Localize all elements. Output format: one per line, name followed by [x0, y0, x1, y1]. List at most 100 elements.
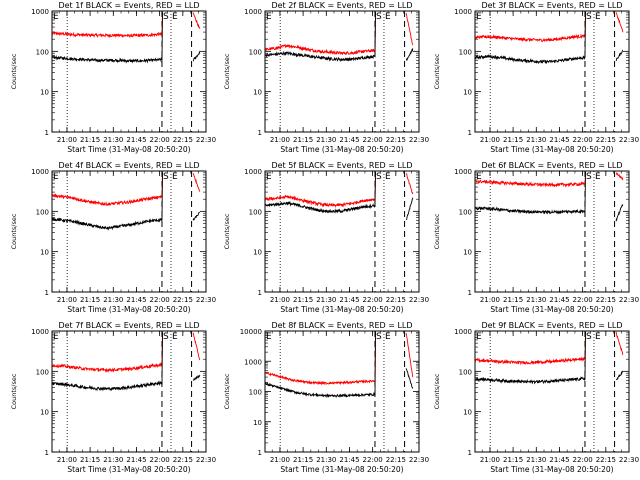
- chart-panel-7: Det 7f BLACK = Events, RED = LLD Counts/s…: [10, 321, 216, 474]
- x-tick-label: 21:15: [503, 456, 523, 464]
- y-tick-label: 100: [459, 208, 472, 216]
- y-axis-label: Counts/sec: [433, 373, 441, 409]
- end-marker: E: [595, 332, 601, 342]
- x-tick-label: 21:30: [526, 296, 546, 304]
- x-tick-label: 22:30: [619, 136, 639, 144]
- start-marker: S: [586, 172, 592, 182]
- y-tick-label: 100: [249, 48, 262, 56]
- y-tick-label: 10: [253, 249, 262, 257]
- series-line-lld: [475, 11, 586, 43]
- y-tick-label: 10: [40, 89, 49, 97]
- series-line-events: [265, 171, 376, 214]
- series-decay-lld: [405, 333, 414, 378]
- y-tick-label: 10000: [240, 328, 262, 336]
- y-tick-label: 1000: [31, 328, 49, 336]
- series-decay-lld: [615, 12, 624, 33]
- y-tick-label: 1000: [244, 168, 262, 176]
- x-tick-label: 22:30: [409, 136, 429, 144]
- series-line-events: [475, 331, 586, 385]
- y-tick-label: 1: [45, 449, 49, 457]
- start-marker: S: [163, 172, 169, 182]
- series-line-events: [475, 171, 586, 215]
- series-line-events: [265, 11, 376, 63]
- x-tick-label: 22:00: [363, 296, 383, 304]
- start-marker: S: [586, 12, 592, 22]
- x-tick-label: 21:45: [549, 456, 569, 464]
- x-tick-label: 22:15: [596, 296, 616, 304]
- x-tick-label: 21:15: [80, 136, 100, 144]
- y-axis-label: Counts/sec: [223, 53, 231, 89]
- y-tick-label: 1: [258, 129, 262, 137]
- corner-marker: E: [53, 172, 59, 182]
- series-line-events: [52, 171, 163, 231]
- x-tick-label: 21:00: [480, 456, 500, 464]
- x-tick-label: 21:45: [339, 456, 359, 464]
- plot-frame: [51, 10, 207, 133]
- x-tick-label: 22:00: [573, 136, 593, 144]
- y-tick-label: 1000: [454, 328, 472, 336]
- series-decay-events: [615, 204, 624, 222]
- series-decay-events: [405, 48, 414, 61]
- y-axis-label: Counts/sec: [10, 373, 18, 409]
- x-tick-label: 21:00: [270, 136, 290, 144]
- chart-title: Det 9f BLACK = Events, RED = LLD: [481, 321, 622, 330]
- y-tick-label: 10: [463, 409, 472, 417]
- x-axis-label: Start Time (31-May-08 20:50:20): [280, 145, 403, 154]
- chart-title: Det 8f BLACK = Events, RED = LLD: [271, 321, 412, 330]
- plot-frame: [474, 170, 630, 293]
- x-tick-label: 21:00: [57, 296, 77, 304]
- chart-panel-8: Det 8f BLACK = Events, RED = LLD Counts/s…: [223, 321, 429, 474]
- plot-frame: [264, 170, 420, 293]
- y-tick-label: 10: [463, 249, 472, 257]
- x-tick-label: 21:15: [293, 136, 313, 144]
- end-marker: E: [172, 12, 178, 22]
- chart-panel-4: Det 4f BLACK = Events, RED = LLD Counts/s…: [10, 161, 216, 314]
- x-axis-label: Start Time (31-May-08 20:50:20): [280, 305, 403, 314]
- y-tick-label: 1: [258, 289, 262, 297]
- x-tick-label: 21:45: [549, 296, 569, 304]
- x-axis-label: Start Time (31-May-08 20:50:20): [67, 305, 190, 314]
- y-axis-label: Counts/sec: [223, 373, 231, 409]
- x-tick-label: 22:15: [386, 456, 406, 464]
- chart-title: Det 1f BLACK = Events, RED = LLD: [58, 1, 199, 10]
- y-tick-label: 100: [459, 368, 472, 376]
- chart-panel-9: Det 9f BLACK = Events, RED = LLD Counts/s…: [433, 321, 639, 474]
- x-tick-label: 22:30: [409, 456, 429, 464]
- y-tick-label: 100: [249, 389, 262, 397]
- y-tick-label: 10: [40, 409, 49, 417]
- x-tick-label: 21:15: [503, 296, 523, 304]
- y-axis-label: Counts/sec: [433, 53, 441, 89]
- x-tick-label: 22:00: [363, 136, 383, 144]
- y-tick-label: 1000: [454, 168, 472, 176]
- x-tick-label: 21:30: [316, 136, 336, 144]
- chart-panel-6: Det 6f BLACK = Events, RED = LLD Counts/s…: [433, 161, 639, 314]
- x-axis-label: Start Time (31-May-08 20:50:20): [67, 145, 190, 154]
- corner-marker: E: [266, 12, 272, 22]
- x-tick-label: 22:00: [363, 456, 383, 464]
- series-decay-events: [615, 49, 624, 62]
- series-line-lld: [265, 11, 376, 56]
- end-marker: E: [595, 12, 601, 22]
- x-tick-label: 21:45: [126, 456, 146, 464]
- series-line-lld: [52, 331, 163, 374]
- x-tick-label: 21:00: [480, 296, 500, 304]
- y-tick-label: 10: [40, 249, 49, 257]
- end-marker: E: [385, 172, 391, 182]
- x-tick-label: 22:15: [386, 136, 406, 144]
- end-marker: E: [385, 332, 391, 342]
- plot-frame: [51, 170, 207, 293]
- series-line-lld: [265, 171, 376, 208]
- x-tick-label: 22:30: [619, 296, 639, 304]
- y-tick-label: 10: [463, 89, 472, 97]
- series-line-events: [475, 11, 586, 65]
- y-tick-label: 100: [36, 208, 49, 216]
- x-tick-label: 21:30: [103, 456, 123, 464]
- x-tick-label: 21:30: [316, 456, 336, 464]
- y-tick-label: 100: [459, 48, 472, 56]
- corner-marker: E: [266, 332, 272, 342]
- y-tick-label: 100: [36, 48, 49, 56]
- x-tick-label: 21:45: [549, 136, 569, 144]
- series-decay-events: [615, 370, 624, 381]
- series-line-lld: [52, 11, 163, 39]
